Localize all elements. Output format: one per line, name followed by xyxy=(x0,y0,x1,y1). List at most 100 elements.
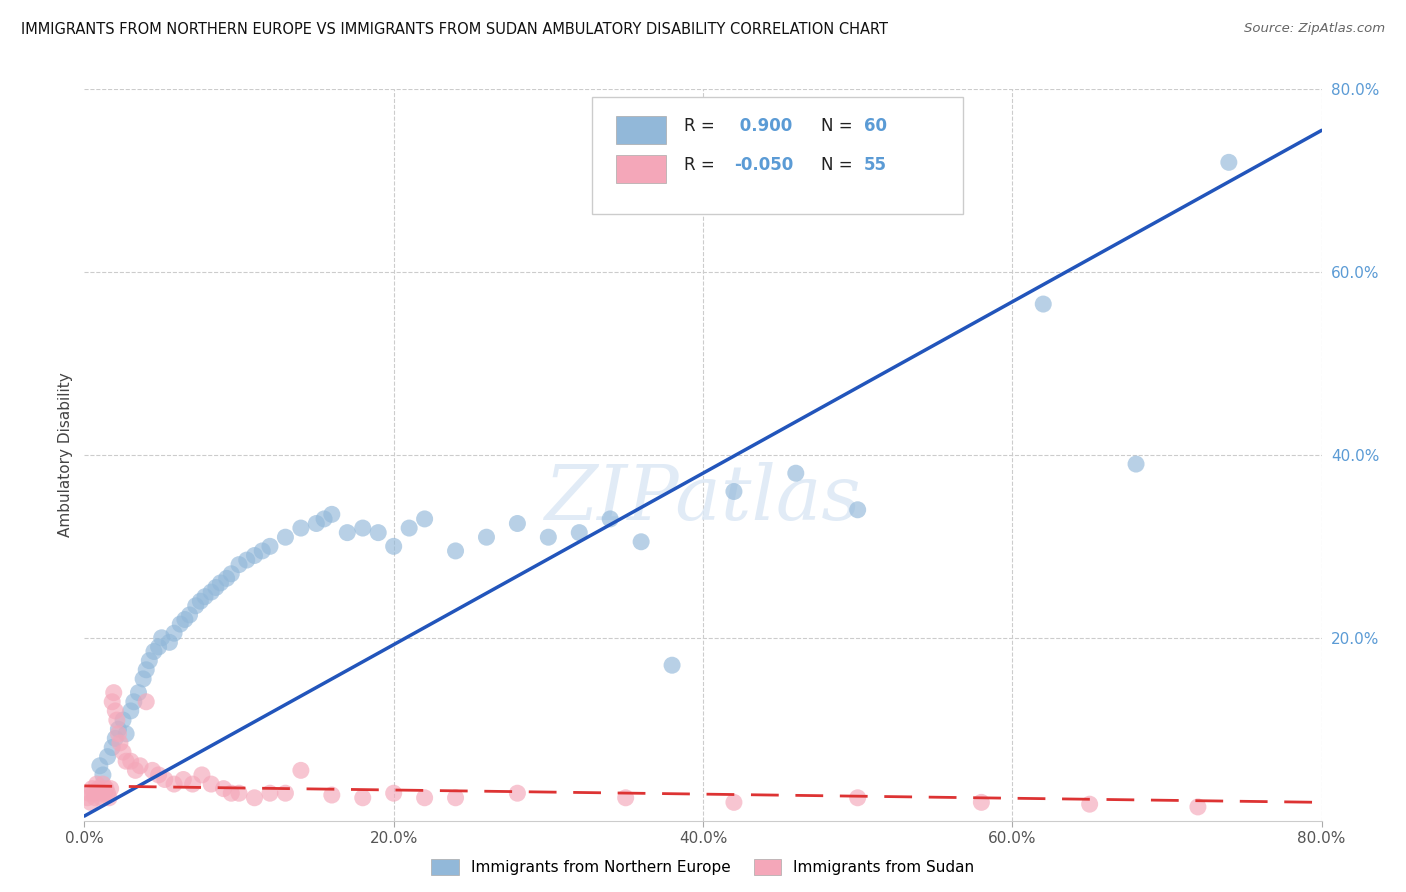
Point xyxy=(970,796,993,810)
Point xyxy=(243,790,266,805)
Point xyxy=(221,566,243,581)
Point xyxy=(101,740,124,755)
Point xyxy=(290,764,312,778)
Point xyxy=(89,758,111,772)
Point xyxy=(105,713,128,727)
Point xyxy=(98,790,121,805)
Point xyxy=(104,731,127,746)
Point xyxy=(336,525,359,540)
Text: IMMIGRANTS FROM NORTHERN EUROPE VS IMMIGRANTS FROM SUDAN AMBULATORY DISABILITY C: IMMIGRANTS FROM NORTHERN EUROPE VS IMMIG… xyxy=(21,22,889,37)
Point xyxy=(243,549,266,563)
Point xyxy=(87,781,110,796)
Point xyxy=(120,704,142,718)
Point xyxy=(259,786,281,800)
Point xyxy=(259,539,281,553)
Point xyxy=(150,631,173,645)
Point xyxy=(93,786,115,800)
Point xyxy=(1078,797,1101,812)
Point xyxy=(614,790,637,805)
Point xyxy=(200,585,222,599)
Point xyxy=(228,786,250,800)
Point xyxy=(112,745,135,759)
Point xyxy=(91,777,114,791)
Point xyxy=(194,590,217,604)
FancyBboxPatch shape xyxy=(616,155,666,183)
Point xyxy=(84,790,107,805)
Point xyxy=(321,788,343,802)
Point xyxy=(101,695,124,709)
Point xyxy=(103,685,125,699)
Point xyxy=(120,754,142,768)
Point xyxy=(191,768,214,782)
Point xyxy=(599,512,621,526)
Point xyxy=(148,640,170,654)
Point xyxy=(76,790,98,805)
Point xyxy=(108,736,131,750)
Point xyxy=(143,644,166,658)
Point xyxy=(132,672,155,686)
Point xyxy=(382,539,405,553)
Text: -0.050: -0.050 xyxy=(734,155,793,174)
Point xyxy=(228,558,250,572)
Point xyxy=(148,768,170,782)
Point xyxy=(215,571,238,585)
Point xyxy=(367,525,389,540)
Point xyxy=(129,758,152,772)
Point xyxy=(97,749,120,764)
Point xyxy=(163,626,186,640)
Point xyxy=(86,777,108,791)
Point xyxy=(184,599,207,613)
Point xyxy=(77,786,100,800)
Point xyxy=(124,764,146,778)
Point xyxy=(212,781,235,796)
Point xyxy=(1032,297,1054,311)
Point xyxy=(83,786,105,800)
Point xyxy=(1187,800,1209,814)
Point xyxy=(141,764,163,778)
Point xyxy=(135,695,157,709)
Point xyxy=(172,772,194,787)
Point xyxy=(314,512,336,526)
Text: ZIPatlas: ZIPatlas xyxy=(544,462,862,536)
Text: N =: N = xyxy=(821,117,858,135)
Legend: Immigrants from Northern Europe, Immigrants from Sudan: Immigrants from Northern Europe, Immigra… xyxy=(423,851,983,882)
Point xyxy=(785,466,807,480)
Point xyxy=(112,713,135,727)
Point xyxy=(135,663,157,677)
Point xyxy=(723,484,745,499)
Point xyxy=(537,530,560,544)
Y-axis label: Ambulatory Disability: Ambulatory Disability xyxy=(58,373,73,537)
Point xyxy=(174,613,197,627)
Point xyxy=(1218,155,1240,169)
Point xyxy=(630,534,652,549)
Point xyxy=(398,521,420,535)
FancyBboxPatch shape xyxy=(616,116,666,145)
Point xyxy=(382,786,405,800)
Point xyxy=(138,654,160,668)
Point xyxy=(79,796,101,810)
Point xyxy=(846,502,869,516)
Point xyxy=(352,790,374,805)
Point xyxy=(305,516,328,531)
Point xyxy=(846,790,869,805)
Point xyxy=(506,516,529,531)
Point xyxy=(274,786,297,800)
Point xyxy=(91,768,114,782)
FancyBboxPatch shape xyxy=(592,96,963,213)
Point xyxy=(181,777,204,791)
Point xyxy=(90,790,112,805)
Point xyxy=(94,781,117,796)
Point xyxy=(107,727,129,741)
Point xyxy=(169,617,191,632)
Point xyxy=(209,576,232,591)
Point xyxy=(97,786,120,800)
Point xyxy=(413,512,436,526)
Text: Source: ZipAtlas.com: Source: ZipAtlas.com xyxy=(1244,22,1385,36)
Point xyxy=(205,581,228,595)
Point xyxy=(274,530,297,544)
Point xyxy=(82,781,104,796)
Point xyxy=(159,635,181,649)
Point xyxy=(321,508,343,522)
Text: 60: 60 xyxy=(863,117,887,135)
Point xyxy=(104,704,127,718)
